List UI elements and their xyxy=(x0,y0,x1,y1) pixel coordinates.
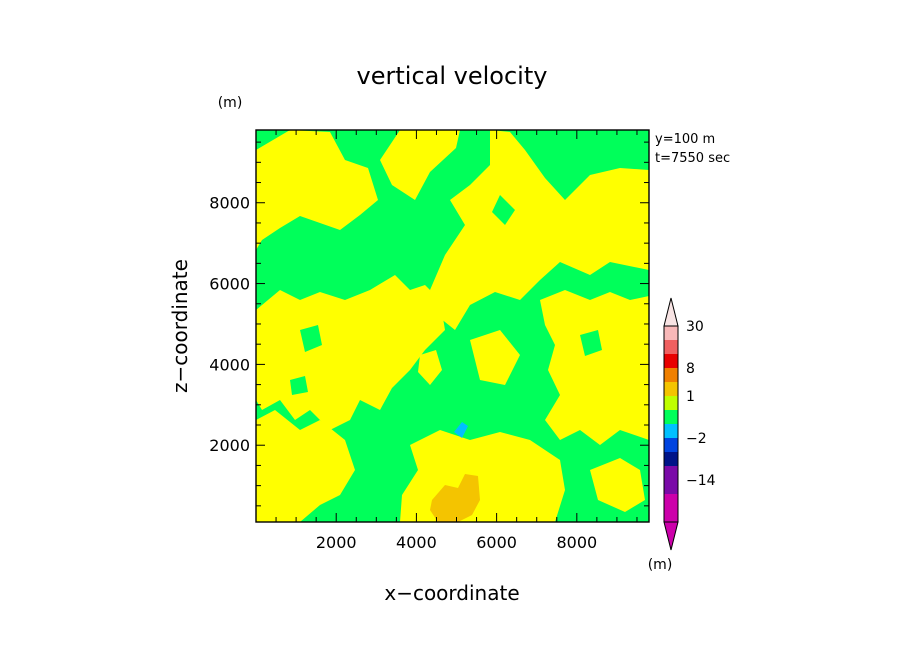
colorbar-swatch xyxy=(664,452,678,466)
colorbar-label: −14 xyxy=(686,473,716,489)
negative-pocket xyxy=(300,325,322,352)
heatmap-field xyxy=(256,130,649,522)
colorbar-swatch xyxy=(664,326,678,340)
colorbar-swatch xyxy=(664,494,678,508)
colorbar-label: 30 xyxy=(686,319,704,335)
y-axis: 2000 4000 6000 8000 xyxy=(209,141,649,507)
colorbar-swatch xyxy=(664,354,678,368)
x-axis-label: x−coordinate xyxy=(384,581,519,605)
colorbar-swatch xyxy=(664,340,678,354)
x-tick-label: 8000 xyxy=(556,533,597,552)
colorbar-swatch xyxy=(664,410,678,424)
positive-region xyxy=(470,330,520,385)
x-tick-label: 2000 xyxy=(316,533,357,552)
colorbar: −14 −2 1 8 30 xyxy=(663,297,716,551)
negative-pocket xyxy=(580,330,602,356)
downdraft-cell xyxy=(454,422,468,438)
chart-title: vertical velocity xyxy=(357,62,548,90)
colorbar-swatch xyxy=(664,382,678,396)
negative-pocket xyxy=(492,195,515,225)
colorbar-swatch xyxy=(664,368,678,382)
colorbar-arrow-bottom xyxy=(663,521,679,551)
y-unit-label: (m) xyxy=(218,95,243,111)
y-tick-label: 6000 xyxy=(209,275,250,294)
x-tick-label: 4000 xyxy=(396,533,437,552)
positive-region xyxy=(380,130,460,200)
positive-region xyxy=(256,130,378,250)
colorbar-swatch xyxy=(664,480,678,494)
positive-region xyxy=(418,350,442,385)
colorbar-swatch xyxy=(664,438,678,452)
y-tick-label: 8000 xyxy=(209,194,250,213)
colorbar-frame xyxy=(663,325,679,523)
positive-region xyxy=(256,410,355,522)
colorbar-label: 1 xyxy=(686,389,695,405)
updraft-core xyxy=(430,474,480,522)
colorbar-swatch xyxy=(664,424,678,438)
colorbar-swatch xyxy=(664,466,678,480)
colorbar-swatch xyxy=(664,508,678,522)
y-tick-label: 2000 xyxy=(209,436,250,455)
colorbar-label: −2 xyxy=(686,431,707,447)
positive-region xyxy=(430,130,649,330)
colorbar-unit-label: (m) xyxy=(648,557,673,573)
annotation-t: t=7550 sec xyxy=(655,151,730,166)
negative-pocket xyxy=(290,376,308,395)
colorbar-label: 8 xyxy=(686,361,695,377)
x-axis: 2000 4000 6000 8000 xyxy=(275,130,638,552)
colorbar-arrow-top xyxy=(663,297,679,327)
y-axis-label: z−coordinate xyxy=(168,259,192,393)
plot-frame xyxy=(255,129,650,523)
positive-region xyxy=(590,458,645,512)
colorbar-swatch xyxy=(664,396,678,410)
annotation-y: y=100 m xyxy=(655,132,715,147)
positive-region xyxy=(540,290,649,445)
y-tick-label: 4000 xyxy=(209,355,250,374)
x-tick-label: 6000 xyxy=(476,533,517,552)
